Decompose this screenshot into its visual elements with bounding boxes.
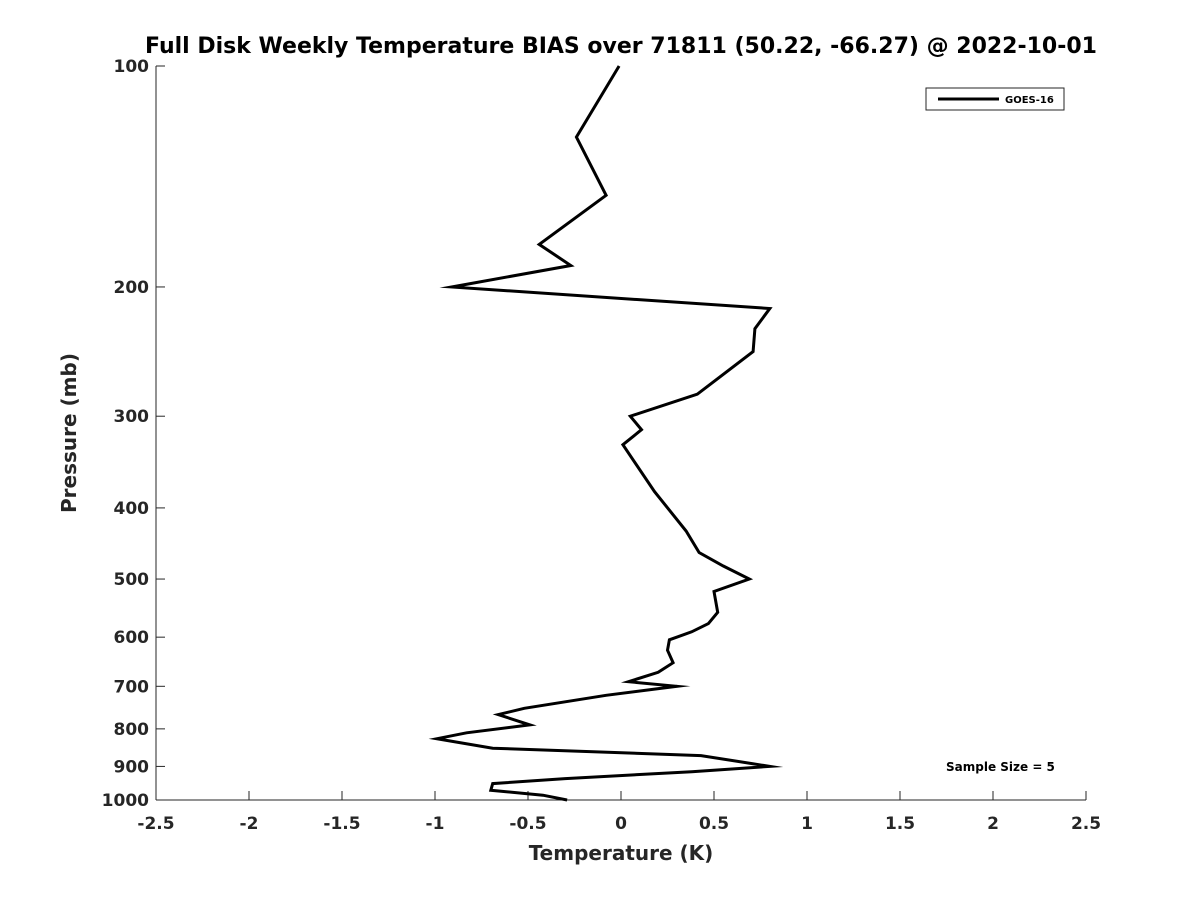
y-axis-label: Pressure (mb)	[57, 353, 81, 513]
x-tick-label: 2	[987, 814, 999, 834]
y-tick-label: 900	[114, 757, 150, 777]
series-line-goes-16	[428, 65, 784, 802]
x-axis-ticks: -2.5 -2 -1.5 -1 -0.5 0 0.5 1 1.5 2 2.5	[137, 791, 1101, 834]
x-tick-label: 0.5	[699, 814, 729, 834]
x-tick-label: -2.5	[137, 814, 174, 834]
x-tick-label: -0.5	[509, 814, 546, 834]
x-tick-label: -1.5	[323, 814, 360, 834]
x-tick-label: 1.5	[885, 814, 915, 834]
y-tick-label: 800	[114, 720, 150, 740]
x-tick-label: -1	[426, 814, 445, 834]
y-tick-label: 300	[114, 407, 150, 427]
y-tick-label: 1000	[102, 791, 149, 811]
x-tick-label: 1	[801, 814, 813, 834]
y-tick-label: 400	[114, 499, 150, 519]
y-tick-label: 200	[114, 278, 150, 298]
y-tick-label: 100	[114, 57, 150, 77]
legend: GOES-16	[925, 87, 1065, 111]
x-axis-label: Temperature (K)	[529, 841, 714, 865]
chart-title: Full Disk Weekly Temperature BIAS over 7…	[145, 34, 1097, 59]
series-layer	[428, 65, 784, 802]
y-axis-ticks: 100 200 300 400 500 600 700 800 900 1000	[102, 57, 165, 811]
x-tick-label: 2.5	[1071, 814, 1101, 834]
x-tick-label: -2	[240, 814, 259, 834]
x-tick-label: 0	[615, 814, 627, 834]
sample-size-annotation: Sample Size = 5	[946, 760, 1055, 774]
y-tick-label: 600	[114, 628, 150, 648]
legend-label-goes-16: GOES-16	[1005, 95, 1054, 106]
y-tick-label: 500	[114, 570, 150, 590]
y-tick-label: 700	[114, 677, 150, 697]
